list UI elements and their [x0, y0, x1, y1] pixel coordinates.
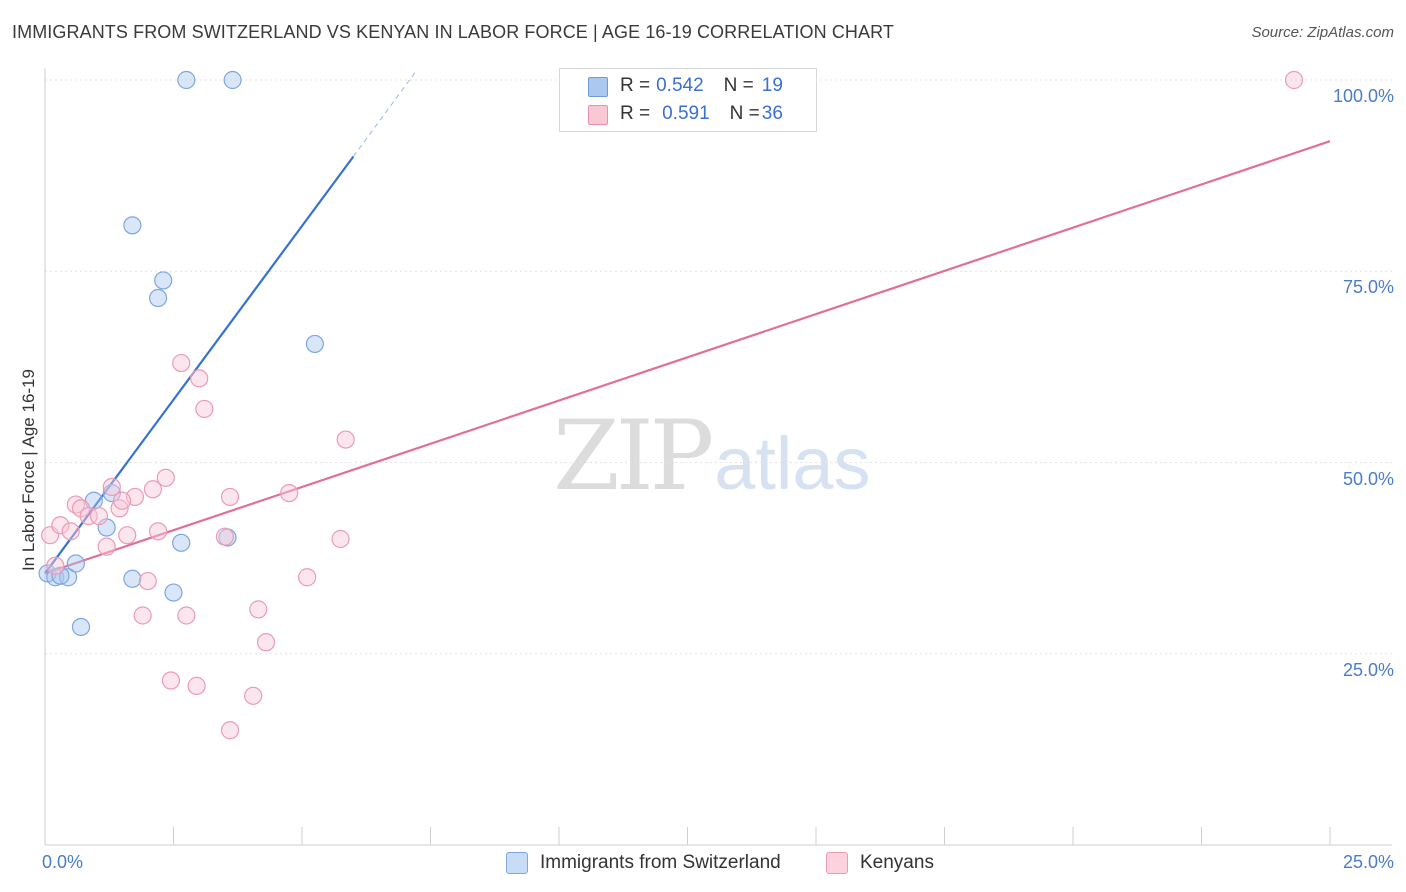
legend-n-label: N =	[729, 103, 760, 124]
switzerland-point	[51, 566, 70, 585]
legend-swatch-kenyans	[826, 852, 848, 874]
legend-item-switzerland: Immigrants from Switzerland	[506, 852, 781, 874]
kenyans-point	[118, 526, 137, 545]
kenyans-point	[331, 529, 350, 549]
legend-r-value: 0.591	[662, 103, 710, 124]
legend-n-value: 36	[761, 103, 783, 124]
switzerland-point	[71, 617, 91, 637]
legend-n-label: N =	[723, 75, 754, 96]
kenyans-point	[133, 606, 152, 625]
switzerland-point	[66, 554, 85, 573]
kenyans-point	[143, 480, 163, 499]
kenyans-point	[102, 477, 121, 497]
switzerland-point	[59, 568, 78, 587]
switzerland-point	[172, 533, 191, 552]
legend-n-value: 19	[761, 75, 783, 96]
legend-row-kenyans: R = 0.591 N = 36	[620, 102, 783, 126]
kenyans-point	[220, 721, 240, 740]
series-legend: Immigrants from Switzerland Kenyans	[0, 852, 1406, 878]
y-tick-label: 25.0%	[1342, 659, 1394, 680]
switzerland-point	[223, 70, 242, 90]
chart-title: IMMIGRANTS FROM SWITZERLAND VS KENYAN IN…	[12, 22, 895, 42]
trend-lines	[44, 72, 1331, 575]
kenyans-point	[172, 353, 191, 373]
x-tick-label: 25.0%	[1342, 852, 1394, 872]
kenyans-point	[190, 369, 209, 388]
legend-r-label: R =	[620, 75, 651, 96]
kenyans-point	[187, 676, 206, 695]
kenyans-point	[220, 487, 240, 507]
switzerland-point	[154, 271, 173, 290]
kenyans-point	[177, 606, 196, 625]
kenyans-point	[156, 468, 175, 487]
watermark-atlas: atlas	[714, 422, 871, 505]
kenyans-point	[112, 491, 132, 510]
y-tick-label: 75.0%	[1342, 277, 1394, 298]
kenyans-point	[336, 430, 355, 449]
kenyans-point	[61, 522, 80, 541]
kenyans-point	[161, 671, 181, 690]
kenyans-point	[148, 522, 168, 541]
kenyans-point	[71, 499, 91, 518]
kenyans-point	[195, 399, 214, 419]
switzerland-point	[148, 288, 168, 308]
kenyans-point	[46, 556, 65, 575]
kenyans-point	[51, 516, 70, 535]
legend-label-switzerland: Immigrants from Switzerland	[540, 852, 781, 873]
kenyans-point	[138, 571, 157, 591]
switzerland-point	[102, 484, 121, 503]
legend-label-kenyans: Kenyans	[860, 852, 934, 873]
data-points	[38, 70, 1304, 740]
switzerland-point	[305, 334, 324, 354]
legend-r-value: 0.542	[656, 75, 704, 96]
kenyans-point	[280, 484, 299, 503]
trend-line-0	[44, 155, 355, 575]
axes	[44, 68, 1392, 846]
legend-row-switzerland: R = 0.542 N = 19	[620, 74, 783, 98]
y-tick-label: 50.0%	[1342, 468, 1394, 489]
kenyans-point	[215, 527, 234, 546]
kenyans-point	[79, 506, 98, 526]
legend-swatch-kenyans	[588, 105, 608, 125]
kenyans-point	[249, 600, 268, 619]
kenyans-point	[244, 686, 263, 705]
kenyans-point	[97, 537, 116, 556]
trend-extension-0	[352, 72, 416, 157]
switzerland-point	[164, 583, 183, 602]
x-tick-label: 0.0%	[42, 852, 84, 872]
switzerland-point	[123, 569, 142, 588]
kenyans-point	[256, 633, 276, 652]
legend-swatch-switzerland	[588, 77, 608, 97]
watermark: ZIPatlas	[553, 400, 871, 512]
watermark-zip: ZIP	[553, 400, 714, 512]
correlation-legend: R = 0.542 N = 19 R = 0.591 N = 36	[559, 68, 817, 132]
grid-lines	[45, 79, 1392, 655]
kenyans-point	[1284, 70, 1304, 90]
switzerland-point	[123, 216, 142, 235]
y-tick-label: 100.0%	[1332, 86, 1394, 106]
switzerland-point	[177, 70, 196, 90]
trend-line-1	[44, 140, 1331, 575]
y-axis-title: In Labor Force | Age 16-19	[19, 369, 38, 571]
legend-swatch-switzerland	[506, 852, 528, 874]
legend-item-kenyans: Kenyans	[826, 852, 934, 874]
kenyans-point	[89, 506, 109, 526]
source-label: Source: ZipAtlas.com	[1251, 24, 1394, 41]
legend-r-label: R =	[620, 103, 651, 124]
kenyans-point	[298, 568, 317, 587]
